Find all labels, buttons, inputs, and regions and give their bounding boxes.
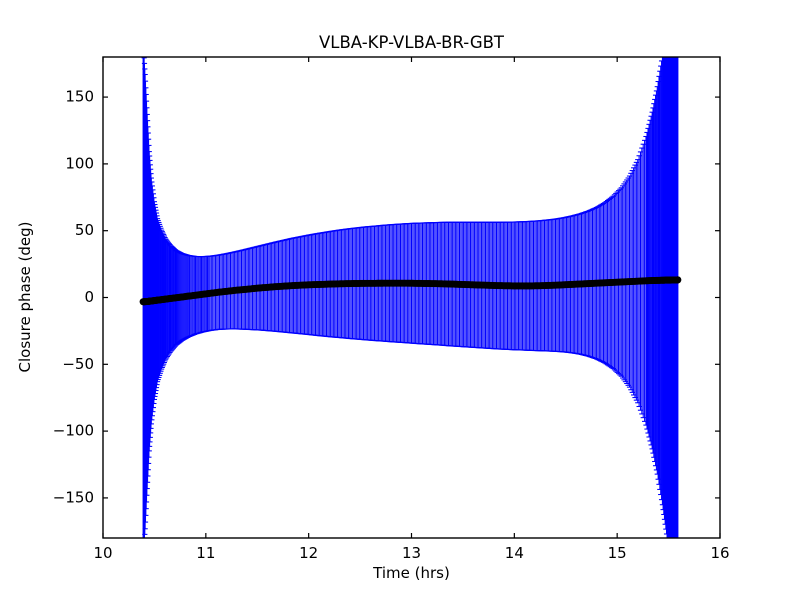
plot-title: VLBA-KP-VLBA-BR-GBT: [319, 33, 505, 52]
x-tick-label: 14: [505, 544, 524, 562]
x-tick-label: 13: [402, 544, 421, 562]
x-tick-label: 16: [710, 544, 729, 562]
x-tick-label: 12: [299, 544, 318, 562]
y-tick-label: 150: [65, 88, 94, 106]
y-tick-label: 0: [84, 288, 94, 306]
x-axis-ticks: 10 11 12 13 14 15 16: [93, 57, 730, 562]
data-point-markers: [139, 276, 682, 306]
y-tick-label: 50: [75, 221, 94, 239]
x-tick-label: 15: [608, 544, 627, 562]
x-tick-label: 10: [93, 544, 112, 562]
y-tick-label: −150: [53, 488, 94, 506]
x-tick-label: 11: [196, 544, 215, 562]
y-axis-label: Closure phase (deg): [16, 222, 34, 373]
y-axis-ticks: −150 −100 −50 0 50 100 150: [53, 88, 720, 506]
y-tick-label: −100: [53, 422, 94, 440]
axes-frame: [102, 56, 721, 539]
y-tick-label: −50: [62, 355, 94, 373]
y-tick-label: 100: [65, 154, 94, 172]
x-axis-label: Time (hrs): [372, 564, 450, 582]
